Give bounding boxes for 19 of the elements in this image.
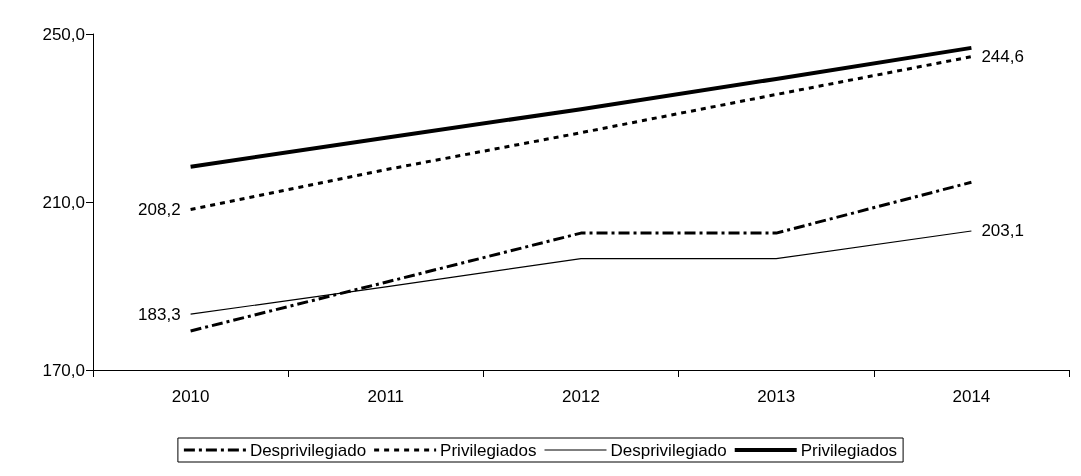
- legend-label: Privilegiados: [440, 440, 537, 460]
- line-series: [189, 180, 973, 333]
- data-label: 183,3: [138, 304, 181, 324]
- line-series: [188, 45, 974, 169]
- legend-label: Privilegiados: [800, 440, 898, 460]
- legend-label: Desprivilegiado: [610, 440, 727, 460]
- y-tick-label: 210,0: [42, 192, 85, 212]
- y-tick-label: 170,0: [42, 360, 85, 380]
- y-tick-label: 250,0: [42, 24, 85, 44]
- x-tick-label: 2014: [952, 387, 991, 406]
- x-tick-label: 2011: [367, 387, 405, 406]
- x-tick-label: 2013: [757, 387, 796, 406]
- data-label: 203,1: [981, 221, 1024, 241]
- x-tick-label: 2010: [171, 387, 210, 406]
- x-tick-label: 2012: [562, 387, 600, 406]
- data-label: 244,6: [981, 47, 1024, 67]
- data-label: 208,2: [138, 200, 181, 220]
- line-series: [189, 55, 973, 212]
- legend-label: Desprivilegiado: [249, 440, 367, 460]
